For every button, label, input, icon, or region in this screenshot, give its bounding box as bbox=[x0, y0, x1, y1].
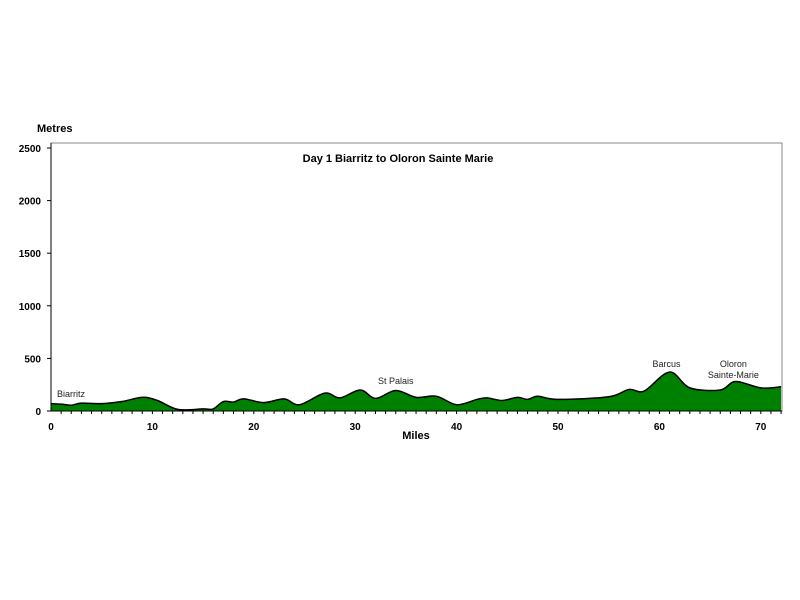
place-label: Sainte-Marie bbox=[708, 370, 759, 380]
plot-area bbox=[50, 142, 783, 412]
x-axis-label: Miles bbox=[402, 430, 430, 442]
x-tick-label: 60 bbox=[654, 422, 666, 433]
x-tick-label: 70 bbox=[755, 422, 767, 433]
y-tick-label: 1000 bbox=[19, 302, 42, 313]
place-label: Barcus bbox=[652, 359, 681, 369]
x-tick-label: 50 bbox=[552, 422, 564, 433]
x-tick-label: 20 bbox=[248, 422, 260, 433]
x-tick-label: 10 bbox=[147, 422, 159, 433]
y-tick-label: 1500 bbox=[19, 249, 42, 260]
place-label: Oloron bbox=[720, 359, 747, 369]
elevation-line bbox=[50, 371, 782, 411]
y-tick-label: 500 bbox=[24, 354, 41, 365]
y-axis-label: Metres bbox=[37, 123, 72, 135]
y-tick-label: 2500 bbox=[19, 144, 42, 155]
x-tick-label: 0 bbox=[48, 422, 54, 433]
y-tick-label: 2000 bbox=[19, 197, 42, 208]
elevation-area bbox=[51, 372, 782, 411]
x-tick-label: 30 bbox=[350, 422, 362, 433]
chart-title: Day 1 Biarritz to Oloron Sainte Marie bbox=[303, 153, 494, 165]
place-label: St Palais bbox=[378, 376, 414, 386]
x-tick-label: 40 bbox=[451, 422, 463, 433]
y-tick-label: 0 bbox=[35, 407, 41, 418]
place-label: Biarritz bbox=[57, 389, 86, 399]
